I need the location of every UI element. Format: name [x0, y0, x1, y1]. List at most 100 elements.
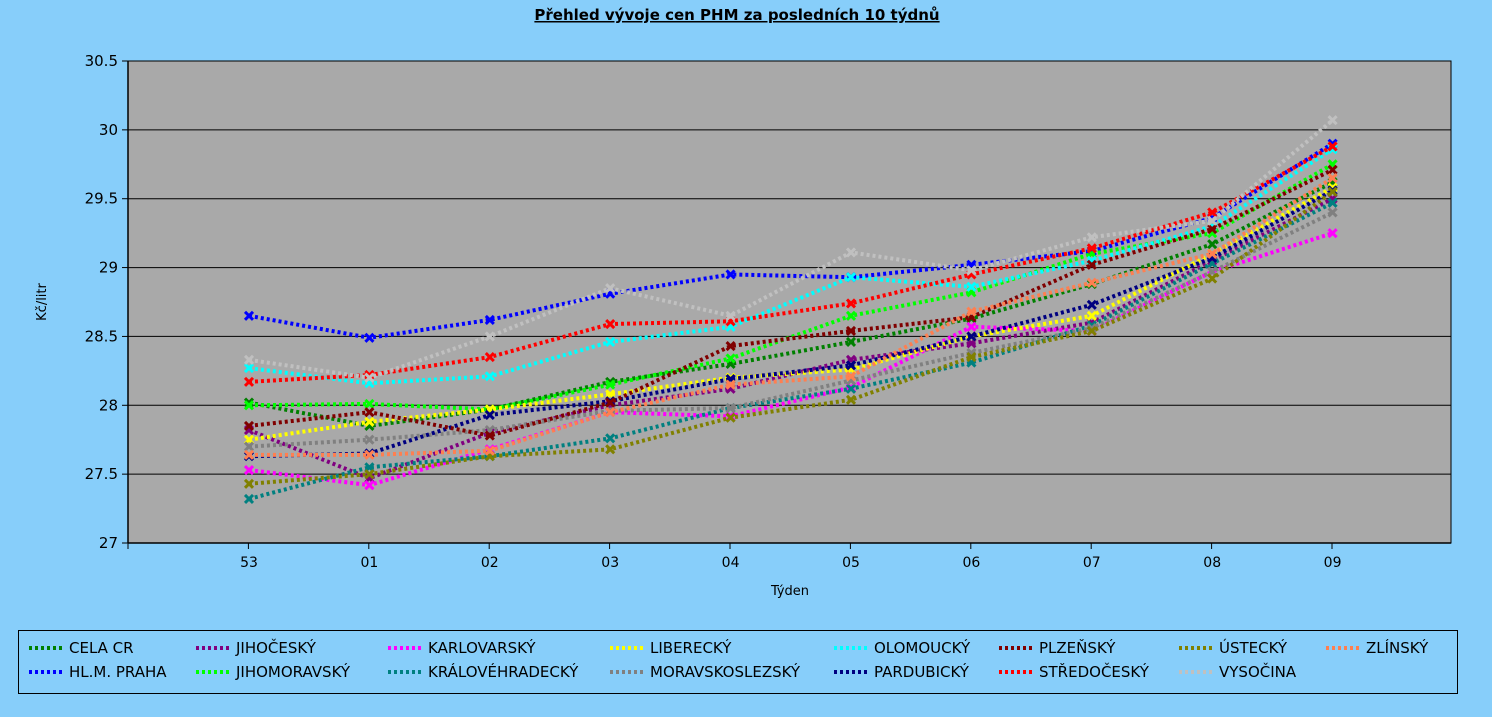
- data-point: [1327, 172, 1338, 184]
- legend-swatch: [1179, 646, 1213, 650]
- legend-item: ÚSTECKÝ: [1179, 638, 1287, 658]
- legend-swatch: [610, 670, 644, 674]
- y-tick-label: 30.5: [85, 52, 118, 70]
- legend-swatch: [1179, 670, 1213, 674]
- legend-swatch: [196, 646, 230, 650]
- data-point: [364, 407, 375, 418]
- data-point: [243, 478, 255, 489]
- y-tick-labels: 27 27.5 28 28.5 29 29.5 30 30.5: [85, 52, 118, 552]
- data-point: [243, 420, 255, 432]
- series-line: [248, 167, 1334, 438]
- y-tick-label: 28.5: [85, 327, 118, 345]
- legend-item: VYSOČINA: [1179, 662, 1296, 682]
- data-point: [605, 397, 616, 408]
- legend-item: JIHOČESKÝ: [196, 638, 316, 658]
- legend-label: STŘEDOČESKÝ: [1039, 663, 1149, 681]
- chart-legend: CELA CR HL.M. PRAHA JIHOČESKÝ JIHOMORAVSKÝ K…: [18, 630, 1458, 694]
- legend-item: ZLÍNSKÝ: [1326, 638, 1428, 658]
- series-line: [248, 147, 1334, 386]
- data-point: [725, 269, 736, 280]
- data-point: [966, 331, 977, 342]
- x-tick-label: 05: [842, 555, 860, 571]
- data-point: [484, 409, 495, 420]
- data-point: [845, 394, 857, 405]
- data-point: [725, 412, 736, 423]
- legend-item: LIBERECKÝ: [610, 638, 731, 658]
- legend-label: ZLÍNSKÝ: [1366, 639, 1429, 657]
- x-tick-label: 03: [601, 555, 619, 571]
- legend-label: KRÁLOVÉHRADECKÝ: [428, 663, 579, 681]
- x-tick-label: 02: [481, 555, 499, 571]
- data-point: [243, 449, 255, 460]
- x-tick-labels: 53 01 02 03 04 05 06 07 08 09: [240, 555, 1341, 571]
- data-point: [243, 354, 255, 365]
- data-point: [1207, 215, 1218, 226]
- data-point: [605, 318, 616, 330]
- legend-label: JIHOČESKÝ: [236, 639, 316, 657]
- data-point: [243, 376, 255, 387]
- data-point: [243, 310, 255, 321]
- data-point: [845, 325, 857, 336]
- data-point: [243, 493, 255, 504]
- data-point: [1207, 273, 1218, 284]
- data-point: [845, 272, 857, 283]
- data-point: [243, 441, 255, 452]
- data-point: [845, 360, 857, 371]
- legend-label: KARLOVARSKÝ: [428, 639, 536, 657]
- data-point: [1327, 115, 1338, 126]
- data-point: [364, 469, 375, 480]
- series-line: [249, 176, 1334, 457]
- legend-swatch: [388, 670, 422, 674]
- series-line: [248, 185, 1334, 442]
- legend-item: MORAVSKOSLEZSKÝ: [610, 662, 800, 682]
- data-point: [1086, 232, 1097, 243]
- data-point: [364, 416, 375, 427]
- data-point: [243, 363, 255, 374]
- data-point: [1207, 207, 1218, 218]
- y-tick-label: 27.5: [85, 465, 118, 483]
- series-line: [248, 144, 1334, 384]
- data-point: [364, 434, 375, 445]
- data-point: [725, 402, 736, 414]
- data-point: [1086, 243, 1097, 254]
- data-point: [484, 430, 495, 441]
- data-point: [364, 449, 375, 460]
- legend-label: LIBERECKÝ: [650, 639, 732, 657]
- y-tick-label: 27: [99, 534, 118, 552]
- legend-item: OLOMOUCKÝ: [834, 638, 970, 658]
- y-tick-label: 30: [99, 121, 118, 139]
- x-tick-label: 06: [962, 555, 980, 571]
- data-point: [1086, 323, 1097, 334]
- data-point: [1207, 223, 1218, 235]
- data-point: [1327, 207, 1338, 218]
- data-point: [605, 444, 616, 455]
- data-point: [725, 379, 736, 390]
- data-point: [364, 332, 375, 343]
- data-point: [243, 400, 255, 411]
- data-point: [1327, 141, 1338, 152]
- y-tick-label: 29: [99, 259, 118, 277]
- data-point: [1327, 197, 1338, 208]
- data-point: [364, 372, 375, 383]
- series-13: [243, 115, 1338, 383]
- legend-item: JIHOMORAVSKÝ: [196, 662, 350, 682]
- legend-swatch: [834, 670, 868, 674]
- legend-swatch: [610, 646, 644, 650]
- data-point: [966, 321, 977, 332]
- legend-label: ÚSTECKÝ: [1219, 639, 1288, 657]
- legend-label: MORAVSKOSLEZSKÝ: [650, 663, 801, 681]
- legend-label: HL.M. PRAHA: [69, 663, 167, 681]
- legend-item: KARLOVARSKÝ: [388, 638, 536, 658]
- legend-swatch: [1326, 646, 1360, 650]
- legend-label: PLZEŇSKÝ: [1039, 639, 1116, 657]
- legend-label: JIHOMORAVSKÝ: [236, 663, 351, 681]
- x-tick-label: 07: [1083, 555, 1101, 571]
- data-point: [1086, 259, 1097, 270]
- axes: [127, 61, 1451, 549]
- data-point: [605, 283, 616, 294]
- series-line: [248, 201, 1334, 501]
- data-point: [845, 310, 857, 321]
- x-tick-label: 08: [1203, 555, 1221, 571]
- data-point: [1327, 186, 1338, 197]
